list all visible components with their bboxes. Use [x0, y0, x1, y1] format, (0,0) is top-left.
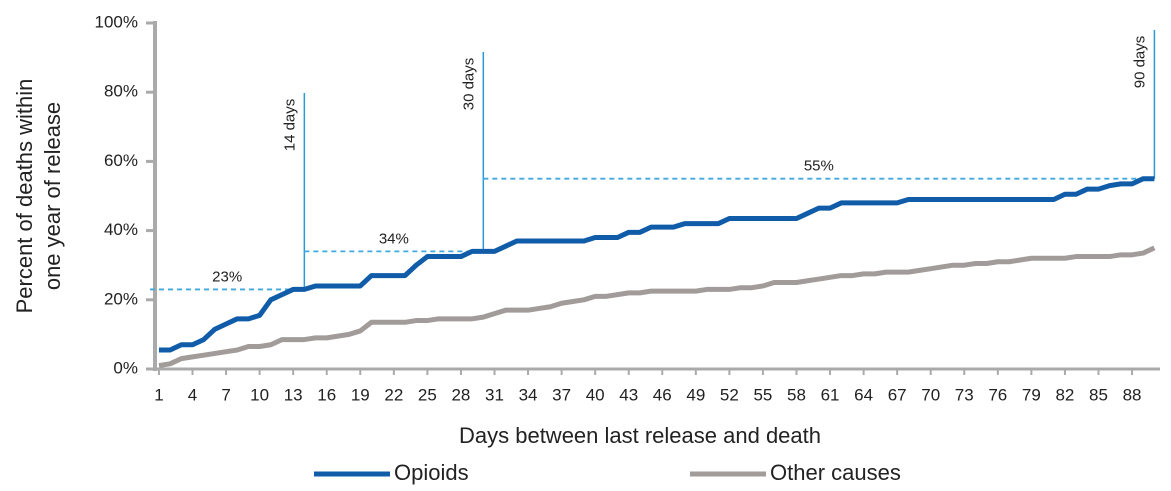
x-tick-label: 10 [250, 385, 269, 404]
x-tick-label: 61 [821, 385, 840, 404]
marker-label-group: 14 days [281, 99, 298, 152]
x-tick-label: 25 [418, 385, 437, 404]
x-tick-label: 28 [451, 385, 470, 404]
series-line [158, 176, 1155, 353]
legend-label: Other causes [770, 460, 901, 485]
x-tick-label: 88 [1123, 385, 1142, 404]
y-tick-label: 100% [95, 12, 138, 31]
x-tick-label: 52 [720, 385, 739, 404]
x-tick-label: 58 [787, 385, 806, 404]
x-tick-label: 4 [188, 385, 197, 404]
marker-label-group: 30 days [460, 58, 477, 111]
marker-label: 14 days [281, 99, 298, 152]
x-tick-label: 85 [1089, 385, 1108, 404]
y-axis-title-line: Percent of deaths within [12, 79, 37, 314]
x-tick-label: 37 [552, 385, 571, 404]
x-tick-label: 19 [351, 385, 370, 404]
x-tick-label: 82 [1055, 385, 1074, 404]
x-tick-label: 7 [221, 385, 230, 404]
level-label: 23% [212, 268, 242, 285]
marker-label: 30 days [460, 58, 477, 111]
level-label: 55% [804, 158, 834, 175]
x-tick-label: 55 [753, 385, 772, 404]
x-tick-label: 34 [519, 385, 538, 404]
y-tick-label: 0% [113, 358, 138, 377]
marker-label-group: 90 days [1131, 36, 1148, 89]
x-tick-label: 1 [154, 385, 163, 404]
x-tick-label: 16 [317, 385, 336, 404]
x-tick-label: 79 [1022, 385, 1041, 404]
x-tick-label: 31 [485, 385, 504, 404]
y-tick-label: 20% [104, 289, 138, 308]
x-tick-label: 67 [888, 385, 907, 404]
series-line [158, 245, 1156, 369]
x-tick-label: 70 [921, 385, 940, 404]
x-tick-label: 64 [854, 385, 873, 404]
x-tick-label: 46 [653, 385, 672, 404]
y-axis-title-line: one year of release [40, 102, 65, 290]
y-tick-label: 40% [104, 220, 138, 239]
level-label: 34% [379, 230, 409, 247]
x-tick-label: 73 [955, 385, 974, 404]
x-tick-label: 49 [686, 385, 705, 404]
legend-label: Opioids [394, 460, 469, 485]
x-tick-label: 43 [619, 385, 638, 404]
x-tick-label: 76 [988, 385, 1007, 404]
x-axis-title: Days between last release and death [459, 423, 821, 448]
y-tick-label: 80% [104, 82, 138, 101]
x-tick-label: 22 [384, 385, 403, 404]
x-tick-label: 40 [586, 385, 605, 404]
y-tick-label: 60% [104, 151, 138, 170]
x-tick-label: 13 [284, 385, 303, 404]
marker-label: 90 days [1131, 36, 1148, 89]
y-axis-title: Percent of deaths within one year of rel… [12, 79, 65, 314]
